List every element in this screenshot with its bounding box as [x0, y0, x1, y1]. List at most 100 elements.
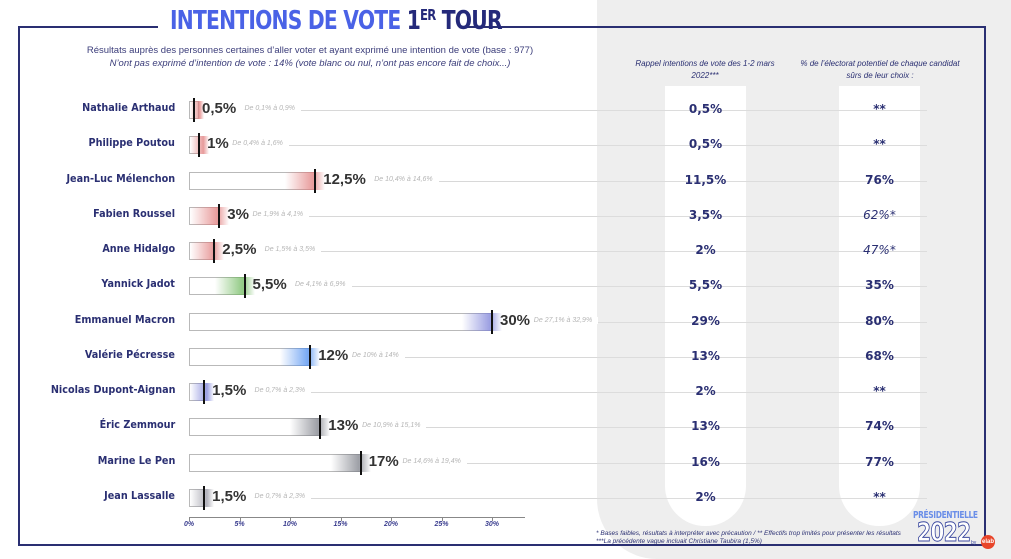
x-tick-label: 10% [282, 521, 297, 528]
surs-value: 74% [865, 419, 894, 433]
row-guide-line-right [597, 181, 927, 182]
candidate-name: Éric Zemmour [99, 419, 175, 431]
rappel-value: 29% [691, 314, 720, 328]
frame-border [463, 26, 985, 28]
rappel-value: 0,5% [688, 137, 723, 151]
bar-value-label: 13% [328, 417, 359, 434]
rappel-column-header: Rappel intentions de vote des 1-2 mars 2… [635, 59, 775, 80]
candidate-name: Emmanuel Macron [74, 314, 175, 326]
bar-value-marker [198, 133, 201, 157]
row-guide-line [351, 286, 599, 287]
confidence-range: De 1,9% à 4,1% [252, 211, 310, 218]
candidate-row: Philippe Poutou 1% De 0,4% à 1,6% 0,5% ** [0, 130, 1011, 160]
title-round: TOUR [435, 6, 503, 36]
bar-value-label: 12,5% [323, 171, 366, 188]
candidate-name: Nathalie Arthaud [81, 102, 175, 114]
confidence-range: De 14,6% à 19,4% [402, 458, 467, 465]
confidence-range: De 10,4% à 14,6% [374, 176, 439, 183]
bar-value-label: 1,5% [212, 488, 247, 505]
row-guide-line-right [597, 392, 927, 393]
row-guide-line-right [597, 216, 927, 217]
row-guide-line [300, 110, 599, 111]
candidate-name: Jean Lassalle [104, 490, 175, 502]
frame-border [18, 544, 986, 546]
row-guide-line [310, 392, 599, 393]
candidate-row: Jean-Luc Mélenchon 12,5% De 10,4% à 14,6% 1… [0, 166, 1011, 196]
bar-value-marker [218, 204, 221, 228]
confidence-range: De 0,7% à 2,3% [254, 387, 312, 394]
surs-column-header: % de l’électorat potentiel de chaque can… [800, 59, 960, 80]
confidence-range: De 0,7% à 2,3% [254, 493, 312, 500]
confidence-range: De 10,9% à 15,1% [362, 422, 427, 429]
confidence-range: De 27,1% à 32,9% [533, 317, 599, 324]
rappel-value: 16% [691, 455, 720, 469]
candidate-row: Nathalie Arthaud 0,5% De 0,1% à 0,9% 0,5% ** [0, 95, 1011, 125]
bar-value-marker [213, 239, 216, 263]
frame-border [18, 26, 20, 544]
footnote-bases: * Bases faibles, résultats à interpréter… [596, 530, 901, 537]
bar-value-marker [314, 169, 317, 193]
surs-value: 62%* [863, 208, 896, 222]
x-tick-label: 20% [383, 521, 398, 528]
bar-value-label: 5,5% [252, 276, 287, 293]
candidate-name: Fabien Roussel [93, 208, 175, 220]
row-guide-line-right [597, 322, 927, 323]
x-axis [189, 517, 525, 518]
rappel-value: 5,5% [688, 278, 723, 292]
candidate-row: Yannick Jadot 5,5% De 4,1% à 6,9% 5,5% 35% [0, 271, 1011, 301]
rappel-value: 13% [691, 419, 720, 433]
rappel-value: 0,5% [688, 102, 723, 116]
surs-value: 47%* [863, 243, 896, 257]
row-guide-line-right [597, 427, 927, 428]
surs-value: 77% [865, 455, 894, 469]
bar-value-label: 0,5% [202, 100, 237, 117]
bar-value-marker [193, 98, 196, 122]
rappel-value: 2% [695, 243, 716, 257]
subtitle: Résultats auprès des personnes certaines… [86, 45, 534, 56]
candidate-name: Valérie Pécresse [84, 349, 175, 361]
candidate-name: Marine Le Pen [97, 455, 175, 467]
confidence-range: De 4,1% à 6,9% [294, 281, 352, 288]
row-guide-line [437, 181, 599, 182]
x-tick [492, 517, 493, 521]
row-guide-line [308, 216, 599, 217]
bar-value-marker [309, 345, 312, 369]
surs-value: 80% [865, 314, 894, 328]
x-tick [391, 517, 392, 521]
candidate-row: Jean Lassalle 1,5% De 0,7% à 2,3% 2% ** [0, 483, 1011, 513]
rappel-value: 11,5% [684, 173, 727, 187]
x-tick [189, 517, 190, 521]
surs-value: ** [873, 384, 886, 398]
logo-year: 2022 [917, 518, 972, 549]
subtitle-note: N’ont pas exprimé d’intention de vote : … [109, 58, 511, 69]
bar-value-marker [243, 274, 246, 298]
confidence-range: De 10% à 14% [352, 352, 405, 359]
bar-fill [280, 348, 321, 366]
candidate-row: Éric Zemmour 13% De 10,9% à 15,1% 13% 74% [0, 412, 1011, 442]
row-guide-line-right [597, 463, 927, 464]
candidate-name: Philippe Poutou [88, 137, 175, 149]
row-guide-line-right [597, 251, 927, 252]
candidate-row: Nicolas Dupont-Aignan 1,5% De 0,7% à 2,3% 2… [0, 377, 1011, 407]
bar-fill [190, 383, 215, 401]
bar-value-marker [491, 310, 493, 334]
candidate-row: Valérie Pécresse 12% De 10% à 14% 13% 68% [0, 342, 1011, 372]
confidence-range: De 1,5% à 3,5% [264, 246, 322, 253]
bar-fill [190, 207, 230, 225]
x-tick [441, 517, 443, 521]
bar-value-label: 12% [318, 347, 349, 364]
rappel-column-pill [665, 86, 746, 526]
logo-badge-icon: elab [981, 535, 995, 549]
row-guide-line-right [597, 145, 927, 146]
x-tick-label: 5% [234, 521, 245, 528]
bar-value-marker [203, 380, 206, 404]
bar-value-marker [319, 415, 322, 439]
logo-presidentielle: PRÉSIDENTIELLE [913, 510, 978, 521]
rappel-value: 3,5% [688, 208, 723, 222]
candidate-row: Fabien Roussel 3% De 1,9% à 4,1% 3,5% 62%* [0, 201, 1011, 231]
surs-value: ** [873, 490, 886, 504]
x-tick-label: 0% [183, 521, 195, 528]
footnote-previous-wave: ***La précédente vague incluait Christia… [596, 538, 762, 545]
row-guide-line-right [597, 110, 927, 111]
surs-value: ** [873, 137, 886, 151]
